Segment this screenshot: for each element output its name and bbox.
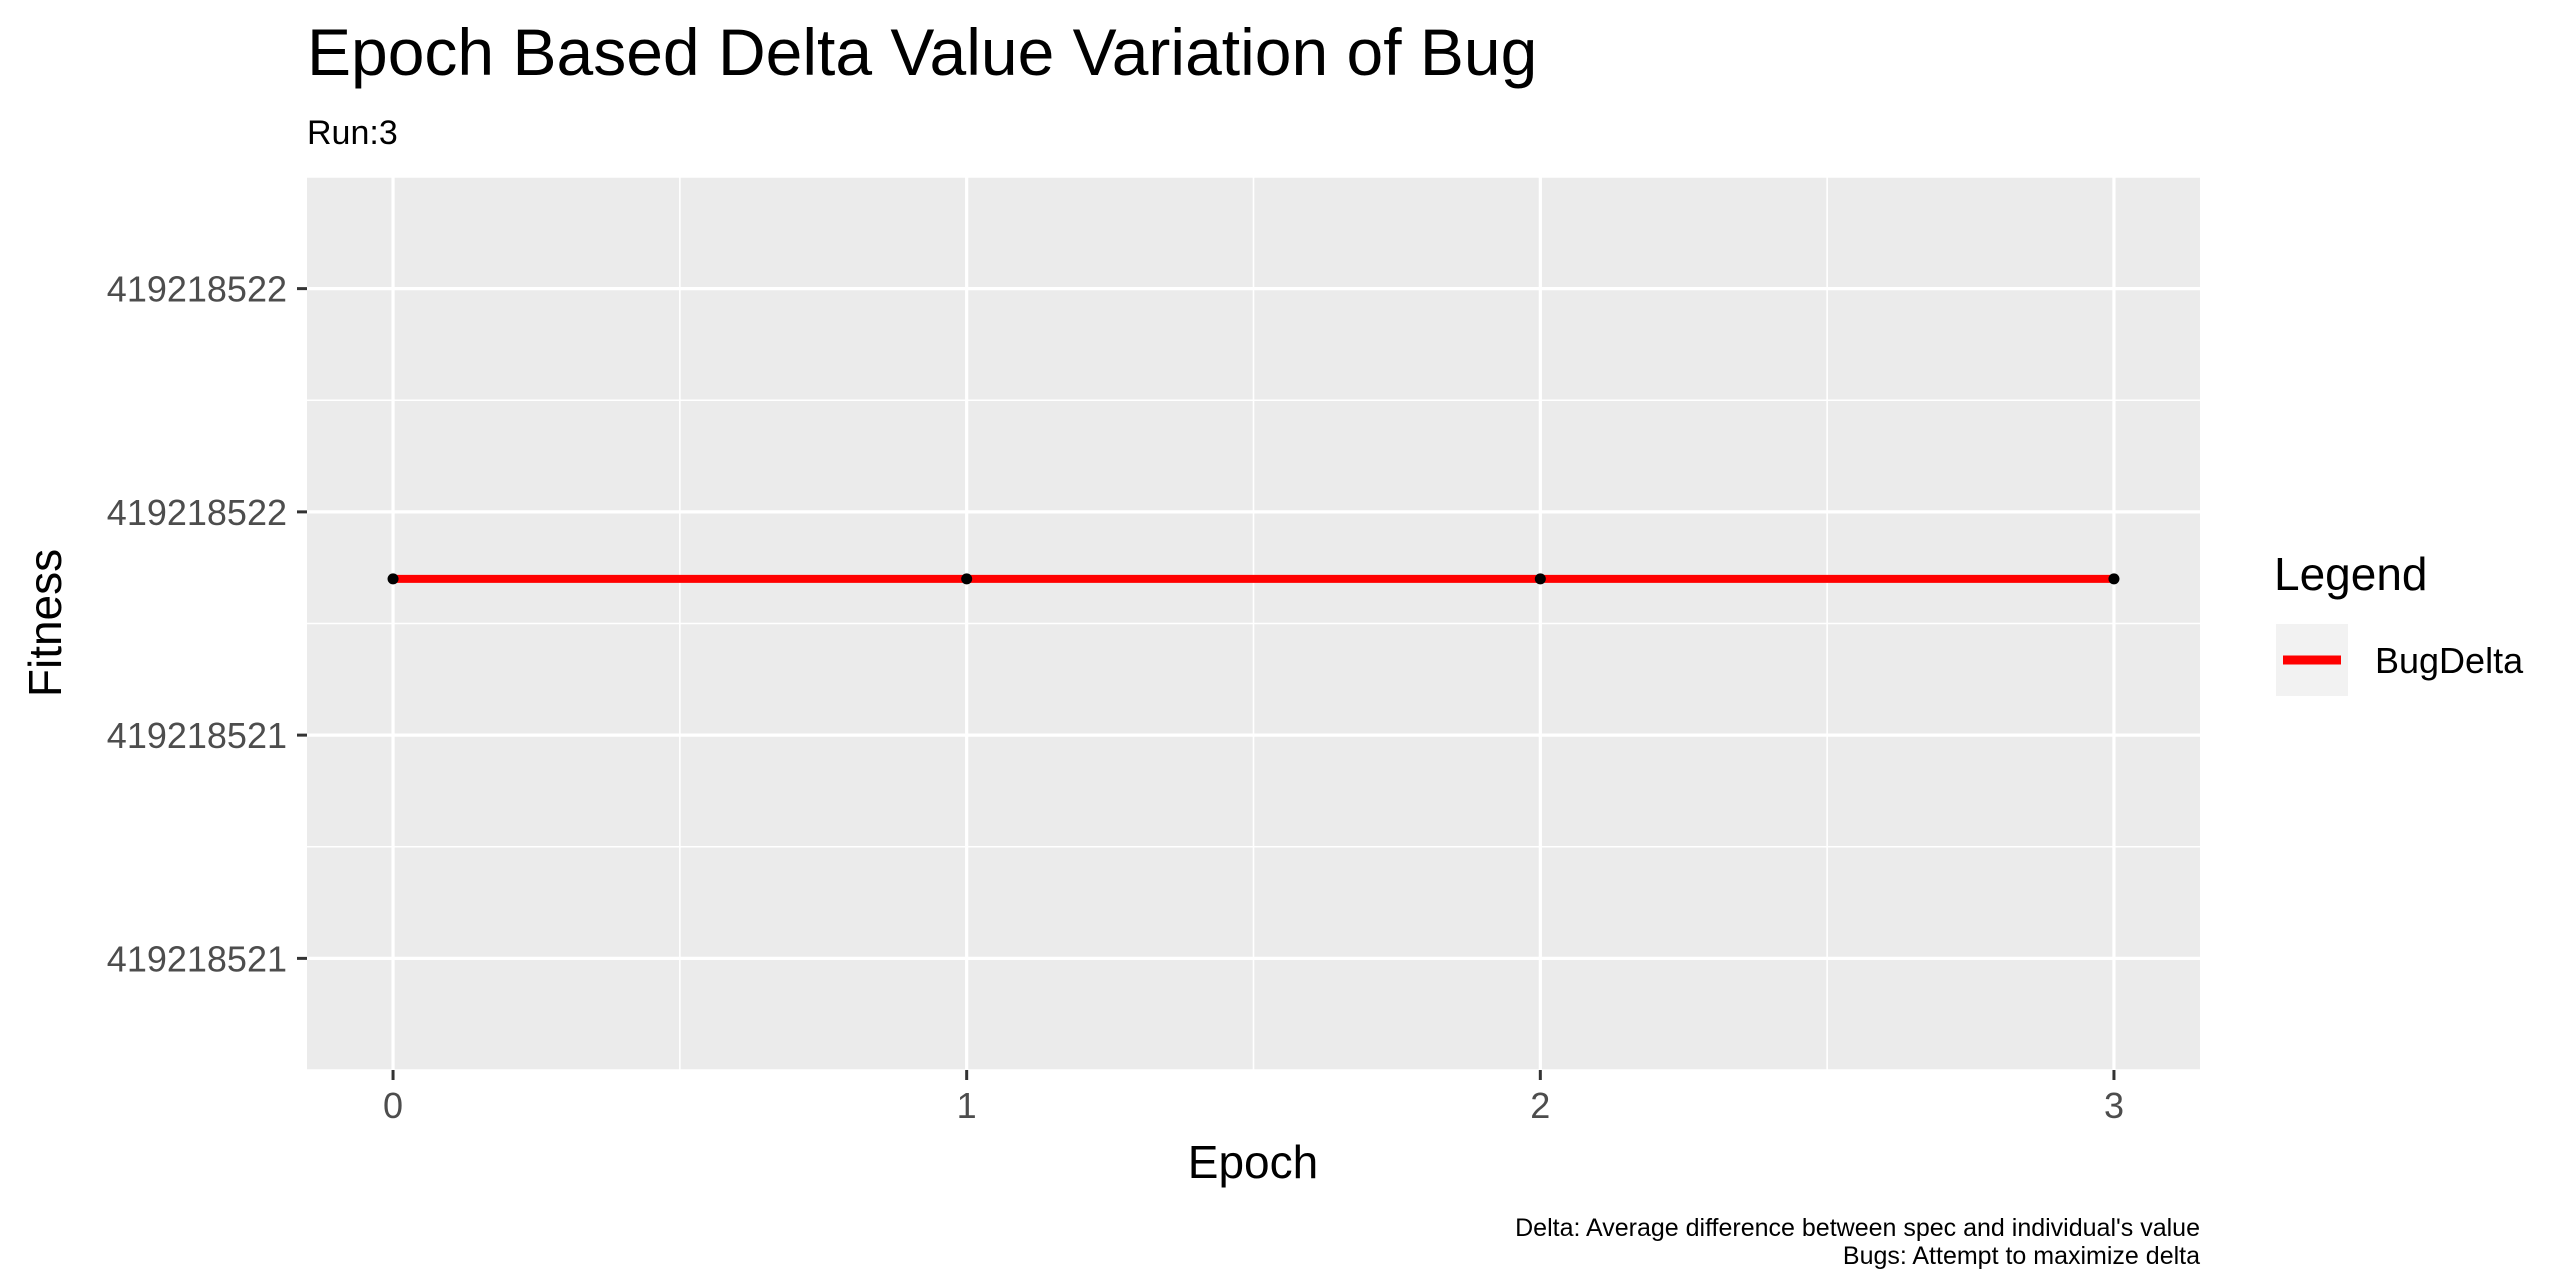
series-point xyxy=(1534,573,1546,585)
legend-label-bugdelta: BugDelta xyxy=(2375,640,2524,681)
major-gridlines xyxy=(307,177,2200,1070)
caption-line-2: Bugs: Attempt to maximize delta xyxy=(1843,1242,2200,1270)
legend: Legend BugDelta xyxy=(2274,548,2524,696)
chart-subtitle: Run:3 xyxy=(307,114,398,152)
caption-line-1: Delta: Average difference between spec a… xyxy=(1515,1214,2200,1242)
series-point xyxy=(2108,573,2120,585)
x-tick-label: 3 xyxy=(2104,1085,2124,1126)
y-axis: 419218521 419218521 419218522 419218522 xyxy=(107,269,307,979)
x-tick-label: 2 xyxy=(1530,1085,1550,1126)
series-point xyxy=(961,573,973,585)
legend-title: Legend xyxy=(2274,548,2428,600)
y-tick-label: 419218522 xyxy=(107,269,287,310)
y-tick-label: 419218521 xyxy=(107,938,287,979)
x-axis-title: Epoch xyxy=(1188,1136,1318,1188)
chart-title: Epoch Based Delta Value Variation of Bug xyxy=(307,15,1537,89)
x-axis: 0 1 2 3 xyxy=(383,1070,2124,1126)
y-axis-title: Fitness xyxy=(19,549,71,697)
series-point xyxy=(387,573,399,585)
minor-gridlines xyxy=(307,176,2200,1071)
y-tick-label: 419218522 xyxy=(107,492,287,533)
x-tick-label: 0 xyxy=(383,1085,403,1126)
x-tick-label: 1 xyxy=(957,1085,977,1126)
series-layer xyxy=(387,573,2120,585)
y-tick-label: 419218521 xyxy=(107,715,287,756)
